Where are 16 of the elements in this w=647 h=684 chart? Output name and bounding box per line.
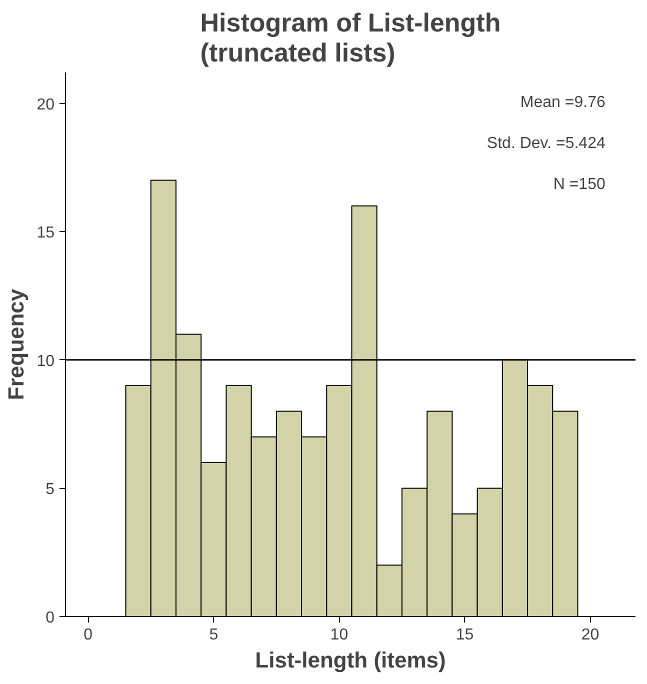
annotation: Mean =9.76 bbox=[520, 94, 606, 111]
y-tick-label: 5 bbox=[46, 481, 55, 498]
annotation: Std. Dev. =5.424 bbox=[486, 135, 606, 152]
annotation: N =150 bbox=[553, 176, 606, 194]
x-axis-title: List-length (items) bbox=[255, 648, 446, 672]
chart-title: Histogram of List-length (truncated lists) bbox=[200, 8, 501, 68]
y-tick-label: 20 bbox=[36, 96, 55, 114]
x-tick-label: 0 bbox=[84, 626, 93, 644]
x-tick-label: 5 bbox=[209, 626, 218, 644]
x-tick-label: 10 bbox=[330, 626, 348, 644]
y-tick-label: 10 bbox=[36, 352, 55, 370]
y-tick-label: 0 bbox=[46, 610, 55, 626]
y-axis-title: Frequency bbox=[4, 288, 29, 400]
x-tick-label: 15 bbox=[456, 626, 474, 644]
y-tick-label: 15 bbox=[36, 224, 55, 242]
x-tick-label: 20 bbox=[581, 626, 600, 644]
